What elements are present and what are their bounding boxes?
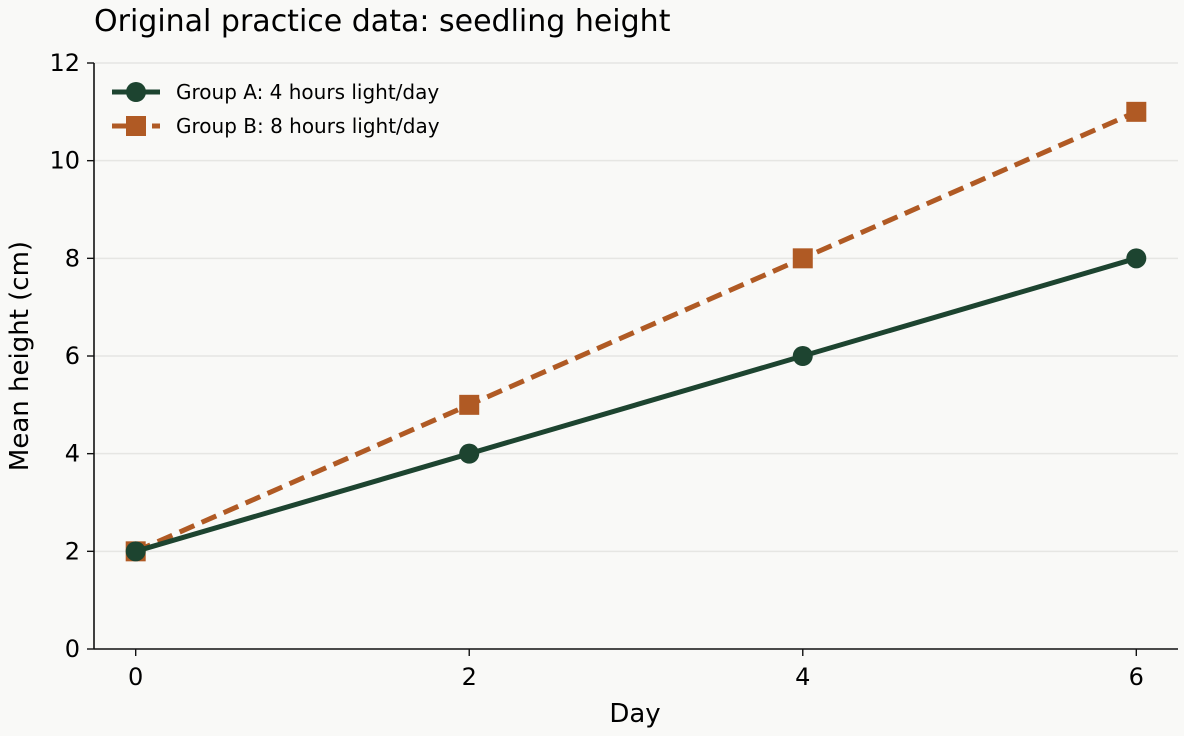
data-series xyxy=(125,101,1147,562)
series-line-1 xyxy=(134,255,1138,554)
y-tick-label-4: 4 xyxy=(65,440,80,468)
data-point-s1-2 xyxy=(792,346,813,366)
legend-item-1: Group A: 4 hours light/day xyxy=(112,80,439,104)
y-tick-label-8: 8 xyxy=(65,244,80,272)
y-tick-label-12: 12 xyxy=(49,49,80,77)
y-tick-label-2: 2 xyxy=(65,537,80,565)
y-tick-label-10: 10 xyxy=(49,147,80,175)
tick-marks: 0 2 4 6 8 10 12 0 2 4 6 xyxy=(49,49,1143,691)
data-point-s2-1 xyxy=(459,394,480,415)
legend-marker-1 xyxy=(126,82,146,102)
grid-lines xyxy=(94,62,1178,553)
y-tick-label-0: 0 xyxy=(65,635,80,663)
data-point-s2-2 xyxy=(792,248,813,269)
x-tick-label-2: 2 xyxy=(462,663,477,691)
legend-label-2: Group B: 8 hours light/day xyxy=(176,114,440,138)
y-tick-label-6: 6 xyxy=(65,342,80,370)
x-tick-label-6: 6 xyxy=(1129,663,1144,691)
series-group-2 xyxy=(125,101,1147,562)
legend-item-2: Group B: 8 hours light/day xyxy=(112,114,440,138)
legend-marker-2 xyxy=(126,116,146,136)
series-line-2 xyxy=(134,109,1138,554)
data-point-s1-3 xyxy=(1126,248,1147,269)
series-group-1 xyxy=(125,248,1147,562)
data-point-s1-1 xyxy=(459,443,480,464)
legend: Group A: 4 hours light/day Group B: 8 hou… xyxy=(112,80,440,138)
chart-title: Original practice data: seedling height xyxy=(94,4,671,39)
x-tick-label-4: 4 xyxy=(795,663,810,691)
x-axis-label: Day xyxy=(609,699,660,729)
legend-label-1: Group A: 4 hours light/day xyxy=(176,80,439,104)
y-axis-label: Mean height (cm) xyxy=(5,241,35,471)
x-tick-label-0: 0 xyxy=(128,663,143,691)
data-point-s2-3 xyxy=(1126,101,1147,122)
data-point-s1-0 xyxy=(125,541,146,562)
